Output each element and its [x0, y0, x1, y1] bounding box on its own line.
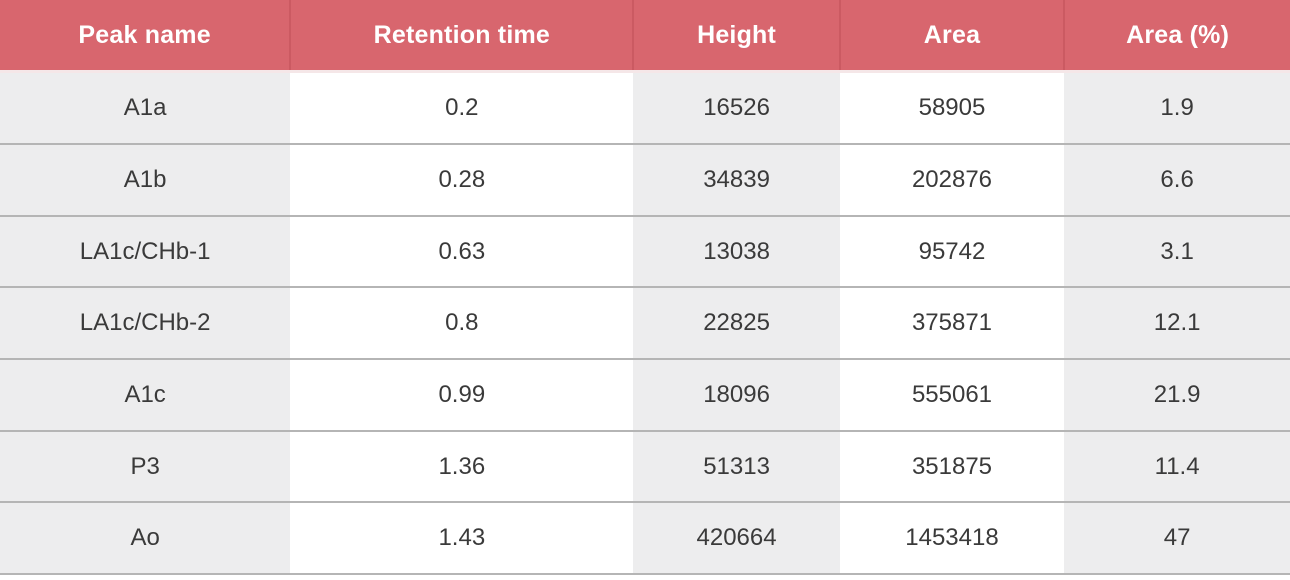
- table-cell-retention-time: 1.36: [290, 429, 634, 503]
- table-cell-area-percent: 6.6: [1064, 143, 1290, 216]
- table-row: LA1c/CHb-2 0.8 22825 375871 12.1: [0, 286, 1290, 360]
- table-cell-peak-name: LA1c/CHb-2: [0, 286, 291, 360]
- table-cell-height: 18096: [633, 358, 840, 431]
- table-row: A1c 0.99 18096 555061 21.9: [0, 358, 1290, 431]
- table-cell-peak-name: P3: [0, 429, 291, 503]
- table-cell-area: 1453418: [839, 501, 1065, 575]
- table-cell-area: 555061: [839, 358, 1065, 431]
- table-cell-area: 375871: [839, 286, 1065, 360]
- table-row: Ao 1.43 420664 1453418 47: [0, 501, 1290, 575]
- table-cell-area-percent: 47: [1064, 501, 1290, 575]
- column-header-area-percent: Area (%): [1063, 0, 1290, 73]
- table-cell-area: 58905: [839, 71, 1065, 145]
- table-row: A1b 0.28 34839 202876 6.6: [0, 143, 1290, 216]
- column-header-area: Area: [838, 0, 1065, 73]
- column-header-retention-time: Retention time: [289, 0, 634, 73]
- table-cell-height: 51313: [633, 429, 840, 503]
- table-cell-retention-time: 0.8: [290, 286, 634, 360]
- table-cell-peak-name: A1a: [0, 71, 291, 145]
- table-cell-area-percent: 11.4: [1064, 429, 1290, 503]
- table-row: A1a 0.2 16526 58905 1.9: [0, 71, 1290, 145]
- column-header-height: Height: [632, 0, 840, 73]
- table-cell-area: 351875: [839, 429, 1065, 503]
- table-cell-retention-time: 0.2: [290, 71, 634, 145]
- table-cell-area-percent: 1.9: [1064, 71, 1290, 145]
- table-cell-peak-name: A1c: [0, 358, 291, 431]
- table-cell-area-percent: 3.1: [1064, 214, 1290, 288]
- table-row: P3 1.36 51313 351875 11.4: [0, 429, 1290, 503]
- table-cell-peak-name: A1b: [0, 143, 291, 216]
- table-cell-area: 95742: [839, 214, 1065, 288]
- table-cell-height: 34839: [633, 143, 840, 216]
- table-cell-height: 13038: [633, 214, 840, 288]
- table-cell-retention-time: 0.28: [290, 143, 634, 216]
- table-cell-area-percent: 12.1: [1064, 286, 1290, 360]
- table-cell-peak-name: LA1c/CHb-1: [0, 214, 291, 288]
- table-cell-retention-time: 1.43: [290, 501, 634, 575]
- table-row: LA1c/CHb-1 0.63 13038 95742 3.1: [0, 214, 1290, 288]
- table-cell-area: 202876: [839, 143, 1065, 216]
- table-cell-height: 22825: [633, 286, 840, 360]
- table-cell-retention-time: 0.63: [290, 214, 634, 288]
- table-cell-peak-name: Ao: [0, 501, 291, 575]
- table-cell-area-percent: 21.9: [1064, 358, 1290, 431]
- table-cell-retention-time: 0.99: [290, 358, 634, 431]
- table-cell-height: 16526: [633, 71, 840, 145]
- table-cell-height: 420664: [633, 501, 840, 575]
- table-header-row: Peak name Retention time Height Area Are…: [0, 0, 1290, 73]
- column-header-peak-name: Peak name: [0, 0, 291, 73]
